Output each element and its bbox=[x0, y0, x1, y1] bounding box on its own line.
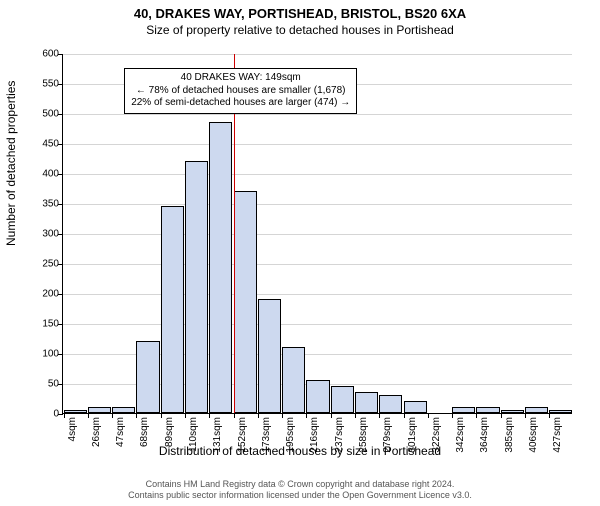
xtick-mark bbox=[501, 413, 502, 418]
xtick-mark bbox=[476, 413, 477, 418]
xtick-mark bbox=[379, 413, 380, 418]
plot-area: 0501001502002503003504004505005506004sqm… bbox=[62, 54, 572, 414]
xtick-mark bbox=[282, 413, 283, 418]
xtick-mark bbox=[428, 413, 429, 418]
gridline-h bbox=[63, 294, 572, 295]
histogram-bar bbox=[161, 206, 184, 413]
histogram-bar bbox=[331, 386, 354, 413]
histogram-bar bbox=[525, 407, 548, 413]
ytick-label: 450 bbox=[33, 139, 63, 150]
xtick-mark bbox=[404, 413, 405, 418]
ytick-label: 550 bbox=[33, 79, 63, 90]
ytick-label: 400 bbox=[33, 169, 63, 180]
footer-line-1: Contains HM Land Registry data © Crown c… bbox=[0, 479, 600, 491]
xtick-label: 47sqm bbox=[115, 417, 126, 447]
histogram-bar bbox=[258, 299, 281, 413]
xtick-mark bbox=[161, 413, 162, 418]
histogram-bar bbox=[452, 407, 475, 413]
xtick-mark bbox=[452, 413, 453, 418]
ytick-label: 150 bbox=[33, 319, 63, 330]
histogram-bar bbox=[136, 341, 159, 413]
annotation-box: 40 DRAKES WAY: 149sqm← 78% of detached h… bbox=[124, 68, 357, 114]
histogram-bar bbox=[185, 161, 208, 413]
histogram-bar bbox=[234, 191, 257, 413]
xtick-mark bbox=[64, 413, 65, 418]
xtick-mark bbox=[209, 413, 210, 418]
xtick-mark bbox=[331, 413, 332, 418]
xtick-mark bbox=[185, 413, 186, 418]
gridline-h bbox=[63, 144, 572, 145]
ytick-label: 600 bbox=[33, 49, 63, 60]
footer-attribution: Contains HM Land Registry data © Crown c… bbox=[0, 479, 600, 502]
ytick-label: 350 bbox=[33, 199, 63, 210]
histogram-bar bbox=[355, 392, 378, 413]
histogram-bar bbox=[88, 407, 111, 413]
histogram-bar bbox=[306, 380, 329, 413]
xtick-mark bbox=[234, 413, 235, 418]
ytick-label: 200 bbox=[33, 289, 63, 300]
x-axis-label: Distribution of detached houses by size … bbox=[0, 444, 600, 458]
histogram-bar bbox=[549, 410, 572, 413]
page-subtitle: Size of property relative to detached ho… bbox=[0, 23, 600, 37]
ytick-label: 300 bbox=[33, 229, 63, 240]
xtick-mark bbox=[355, 413, 356, 418]
xtick-mark bbox=[88, 413, 89, 418]
ytick-label: 100 bbox=[33, 349, 63, 360]
ytick-label: 50 bbox=[33, 379, 63, 390]
gridline-h bbox=[63, 264, 572, 265]
gridline-h bbox=[63, 234, 572, 235]
xtick-label: 68sqm bbox=[139, 417, 150, 447]
gridline-h bbox=[63, 54, 572, 55]
histogram-bar bbox=[64, 410, 87, 413]
ytick-label: 0 bbox=[33, 409, 63, 420]
gridline-h bbox=[63, 114, 572, 115]
xtick-label: 89sqm bbox=[164, 417, 175, 447]
xtick-mark bbox=[112, 413, 113, 418]
xtick-label: 4sqm bbox=[67, 417, 78, 441]
histogram-bar bbox=[282, 347, 305, 413]
histogram-bar bbox=[209, 122, 232, 413]
xtick-mark bbox=[258, 413, 259, 418]
ytick-label: 500 bbox=[33, 109, 63, 120]
xtick-label: 26sqm bbox=[91, 417, 102, 447]
histogram-bar bbox=[112, 407, 135, 413]
histogram-chart: 0501001502002503003504004505005506004sqm… bbox=[62, 54, 572, 414]
histogram-bar bbox=[404, 401, 427, 413]
annotation-line: 22% of semi-detached houses are larger (… bbox=[131, 97, 350, 110]
footer-line-2: Contains public sector information licen… bbox=[0, 490, 600, 502]
xtick-mark bbox=[306, 413, 307, 418]
xtick-mark bbox=[136, 413, 137, 418]
gridline-h bbox=[63, 174, 572, 175]
xtick-mark bbox=[525, 413, 526, 418]
annotation-line: ← 78% of detached houses are smaller (1,… bbox=[131, 85, 350, 98]
gridline-h bbox=[63, 324, 572, 325]
annotation-line: 40 DRAKES WAY: 149sqm bbox=[131, 72, 350, 85]
gridline-h bbox=[63, 204, 572, 205]
histogram-bar bbox=[501, 410, 524, 413]
ytick-label: 250 bbox=[33, 259, 63, 270]
xtick-mark bbox=[549, 413, 550, 418]
histogram-bar bbox=[476, 407, 499, 413]
y-axis-label: Number of detached properties bbox=[4, 81, 18, 246]
histogram-bar bbox=[379, 395, 402, 413]
page-title: 40, DRAKES WAY, PORTISHEAD, BRISTOL, BS2… bbox=[0, 6, 600, 21]
